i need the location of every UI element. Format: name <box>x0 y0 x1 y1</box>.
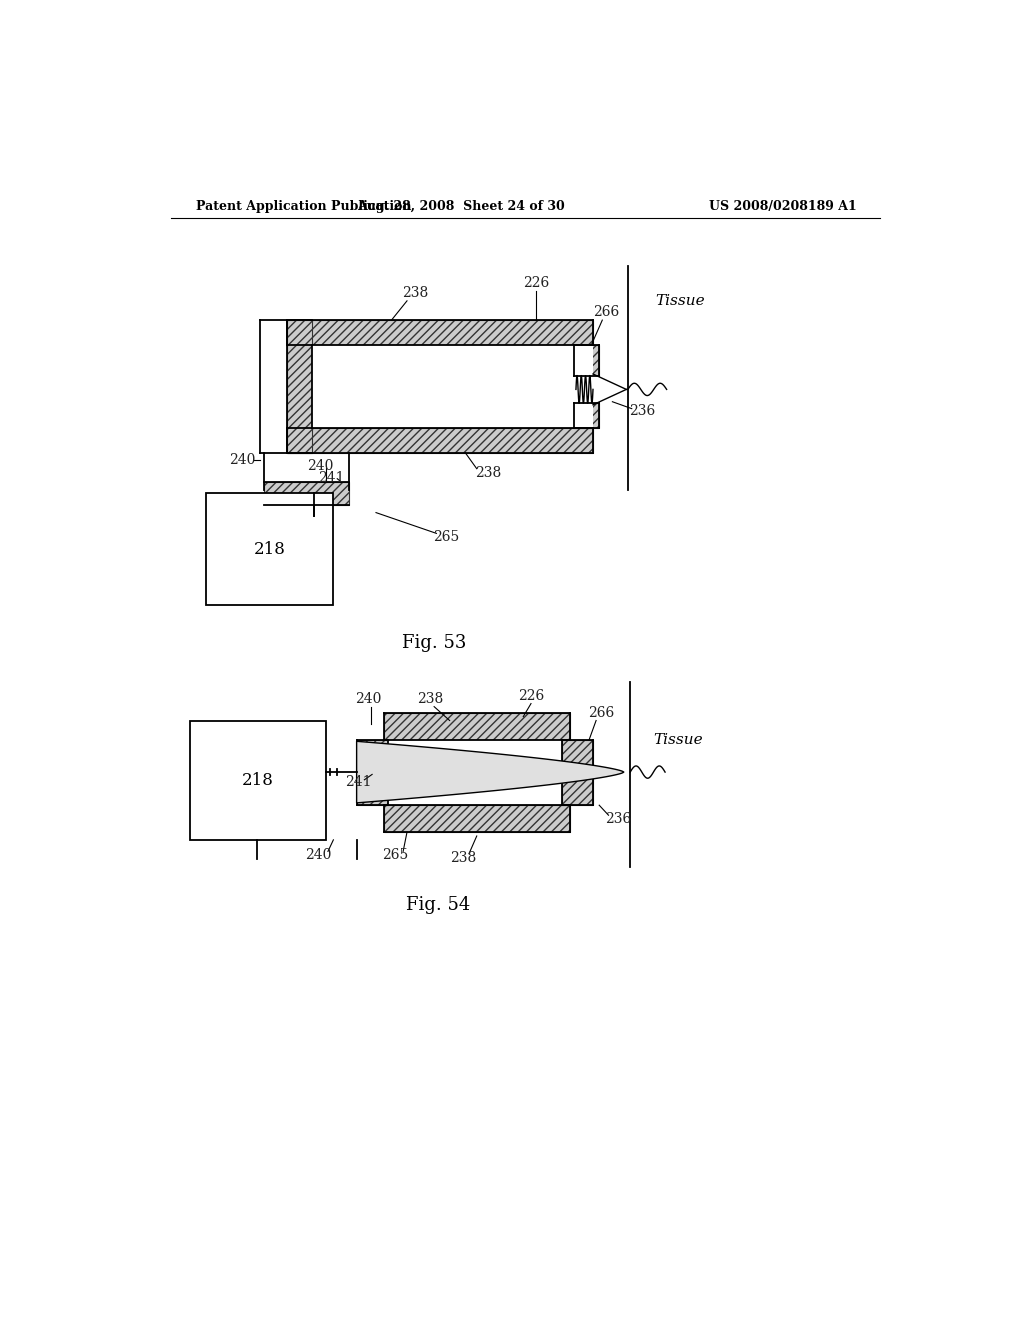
Text: 240: 240 <box>307 459 334 474</box>
Polygon shape <box>287 321 593 345</box>
Polygon shape <box>384 713 569 739</box>
Polygon shape <box>356 742 624 803</box>
Text: 238: 238 <box>450 850 476 865</box>
Text: 241: 241 <box>345 775 372 789</box>
Polygon shape <box>384 805 569 832</box>
Text: Fig. 53: Fig. 53 <box>402 635 466 652</box>
Polygon shape <box>312 345 593 428</box>
Text: 266: 266 <box>593 305 620 319</box>
Text: 236: 236 <box>605 812 631 826</box>
Text: 240: 240 <box>229 453 256 467</box>
Polygon shape <box>573 345 599 376</box>
Text: 265: 265 <box>382 849 409 862</box>
Polygon shape <box>388 739 562 805</box>
Text: 241: 241 <box>317 471 344 484</box>
Text: 265: 265 <box>432 531 459 544</box>
Polygon shape <box>562 739 593 805</box>
Text: 226: 226 <box>518 689 544 702</box>
Text: 226: 226 <box>523 276 550 290</box>
Text: 240: 240 <box>305 849 331 862</box>
Text: 238: 238 <box>475 466 502 479</box>
Text: 218: 218 <box>242 772 273 788</box>
Polygon shape <box>287 428 593 453</box>
Text: Fig. 54: Fig. 54 <box>406 896 470 915</box>
Text: 240: 240 <box>355 692 381 706</box>
Text: 238: 238 <box>417 692 443 706</box>
Text: 266: 266 <box>588 706 613 719</box>
Polygon shape <box>263 482 349 506</box>
Text: 236: 236 <box>629 404 655 418</box>
Text: Tissue: Tissue <box>653 733 703 747</box>
Text: 238: 238 <box>401 286 428 300</box>
Text: Tissue: Tissue <box>655 294 705 308</box>
Bar <box>190 721 326 840</box>
Text: Patent Application Publication: Patent Application Publication <box>197 199 412 213</box>
Polygon shape <box>573 404 599 428</box>
Bar <box>206 494 334 605</box>
Text: 218: 218 <box>254 541 286 557</box>
Text: Aug. 28, 2008  Sheet 24 of 30: Aug. 28, 2008 Sheet 24 of 30 <box>357 199 565 213</box>
Polygon shape <box>573 376 599 404</box>
Polygon shape <box>287 321 312 453</box>
Polygon shape <box>356 739 388 805</box>
Text: US 2008/0208189 A1: US 2008/0208189 A1 <box>709 199 856 213</box>
